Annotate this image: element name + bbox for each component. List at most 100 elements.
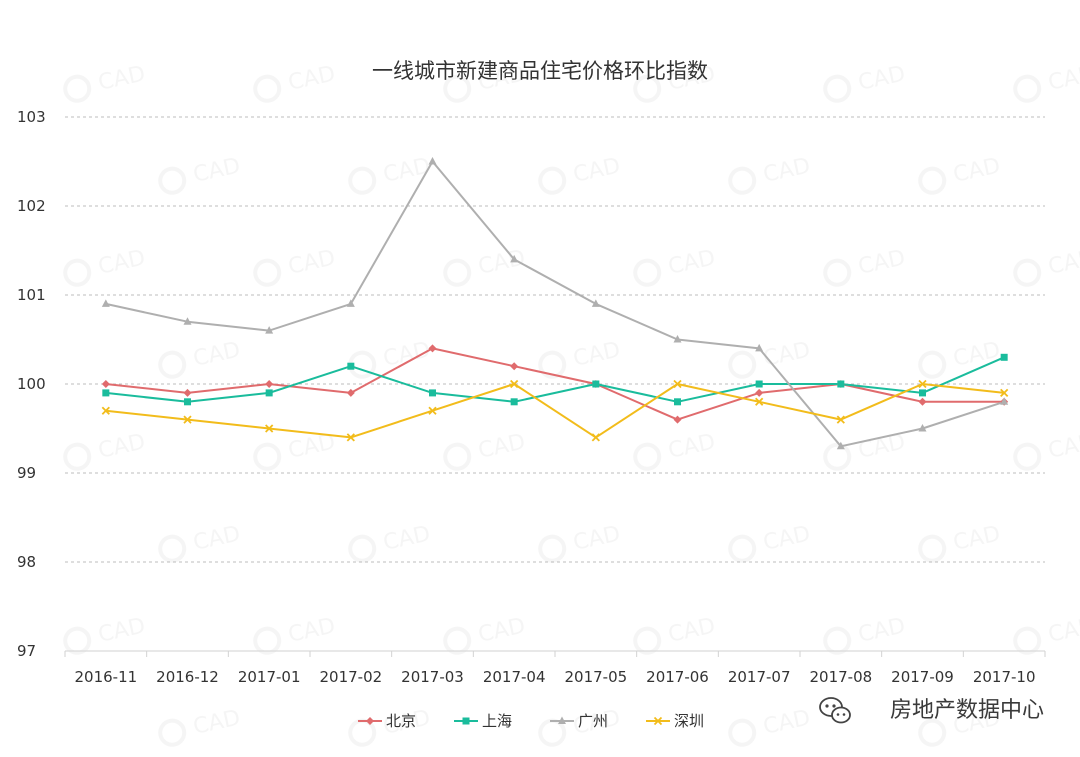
svg-text:CAD: CAD <box>96 614 148 648</box>
watermark-logo: CAD <box>348 522 433 563</box>
data-point <box>101 299 110 307</box>
svg-text:CAD: CAD <box>761 522 813 556</box>
series-line-2 <box>105 160 1005 448</box>
data-point <box>755 397 764 406</box>
data-point <box>101 380 110 388</box>
watermark-logo: CAD <box>918 338 1003 379</box>
x-axis: 2016-11 2016-12 2017-01 2017-02 2017-03 2017-… <box>64 651 1046 686</box>
svg-text:CAD: CAD <box>381 338 433 372</box>
data-point <box>102 389 110 397</box>
svg-text:CAD: CAD <box>856 246 908 280</box>
data-point <box>918 424 927 432</box>
data-point <box>836 415 845 424</box>
legend-item: 上海 <box>454 712 512 730</box>
svg-text:CAD: CAD <box>666 246 718 280</box>
data-point <box>673 379 682 389</box>
watermark-logo: CAD <box>1013 62 1080 103</box>
watermark-logo: CAD <box>63 62 148 103</box>
watermark-logo: CAD <box>63 614 148 655</box>
svg-text:CAD: CAD <box>1046 614 1080 648</box>
watermark-logo: CAD <box>158 338 243 379</box>
watermark-logo: CAD <box>633 614 718 655</box>
watermark-logo: CAD <box>633 430 718 471</box>
data-point <box>918 397 927 406</box>
data-point <box>184 398 191 406</box>
data-point <box>755 388 764 397</box>
watermark-logo: CAD <box>443 614 528 655</box>
legend-item: 深圳 <box>646 712 704 730</box>
x-tick-label: 2017-09 <box>891 668 954 686</box>
svg-text:CAD: CAD <box>761 338 813 372</box>
x-tick-label: 2016-12 <box>156 668 219 686</box>
data-point <box>836 441 845 450</box>
chart-title: 一线城市新建商品住宅价格环比指数 <box>372 59 708 83</box>
watermark-logo: CAD <box>253 246 338 287</box>
x-tick-label: 2017-04 <box>483 668 546 686</box>
x-tick-label: 2017-08 <box>809 668 872 686</box>
watermark-logo: CAD <box>728 338 813 379</box>
y-tick-label: 98 <box>17 553 36 571</box>
svg-text:CAD: CAD <box>856 430 908 464</box>
svg-text:CAD: CAD <box>191 522 243 556</box>
gridlines <box>65 116 1045 652</box>
data-point <box>591 433 600 442</box>
watermark-logo: CAD <box>253 62 338 103</box>
watermark-logo: CAD <box>728 154 813 195</box>
series-line-0 <box>105 347 1005 421</box>
legend-label: 深圳 <box>674 712 704 730</box>
legend: 北京 上海 广州 深圳 <box>358 712 704 730</box>
watermark-logo: CAD <box>538 154 623 195</box>
data-point <box>346 388 355 397</box>
svg-text:CAD: CAD <box>571 154 623 188</box>
watermark-logo: CAD <box>63 246 148 287</box>
watermark-logo: CAD <box>63 430 148 471</box>
watermark-logo: CAD <box>823 430 908 471</box>
data-point <box>510 398 518 406</box>
legend-marker <box>462 717 470 725</box>
watermark-logo: CAD <box>538 522 623 563</box>
data-point <box>837 380 845 388</box>
y-tick-label: 99 <box>17 464 36 482</box>
x-tick-label: 2017-02 <box>319 668 382 686</box>
watermark-logo: CAD <box>728 706 813 747</box>
data-point <box>183 317 192 325</box>
data-point <box>346 433 355 442</box>
y-tick-label: 100 <box>17 375 46 393</box>
watermark-logo: CAD <box>823 246 908 287</box>
watermark-pattern: CAD CAD CAD CAD CAD CAD CAD CAD CAD CAD CAD CAD CAD C… <box>63 62 1080 747</box>
svg-text:CAD: CAD <box>96 62 148 96</box>
svg-text:CAD: CAD <box>96 246 148 280</box>
watermark-logo: CAD <box>823 62 908 103</box>
svg-text:CAD: CAD <box>856 62 908 96</box>
data-point <box>674 398 681 406</box>
svg-text:CAD: CAD <box>476 614 528 648</box>
legend-label: 北京 <box>386 712 416 730</box>
data-point <box>510 254 519 263</box>
svg-text:CAD: CAD <box>761 154 813 188</box>
series-lines <box>105 160 1005 448</box>
data-point <box>101 406 110 415</box>
svg-text:CAD: CAD <box>951 154 1003 188</box>
watermark-logo: CAD <box>918 522 1003 563</box>
data-point <box>755 380 763 388</box>
svg-text:CAD: CAD <box>191 706 243 740</box>
watermark-logo: CAD <box>1013 614 1080 655</box>
data-point <box>755 343 764 352</box>
y-tick-label: 97 <box>17 642 36 660</box>
series-markers <box>101 157 1009 450</box>
watermark-logo: CAD <box>158 706 243 747</box>
data-point <box>347 362 355 370</box>
data-point <box>183 415 192 424</box>
y-tick-label: 103 <box>17 108 46 126</box>
watermark-logo: CAD <box>633 246 718 287</box>
svg-text:CAD: CAD <box>951 338 1003 372</box>
x-tick-label: 2016-11 <box>74 668 137 686</box>
legend-label: 上海 <box>482 712 512 730</box>
svg-text:CAD: CAD <box>666 614 718 648</box>
data-point <box>1000 388 1009 398</box>
data-point <box>591 299 600 307</box>
data-point <box>428 344 437 353</box>
data-point <box>1000 353 1008 361</box>
svg-text:CAD: CAD <box>476 430 528 464</box>
